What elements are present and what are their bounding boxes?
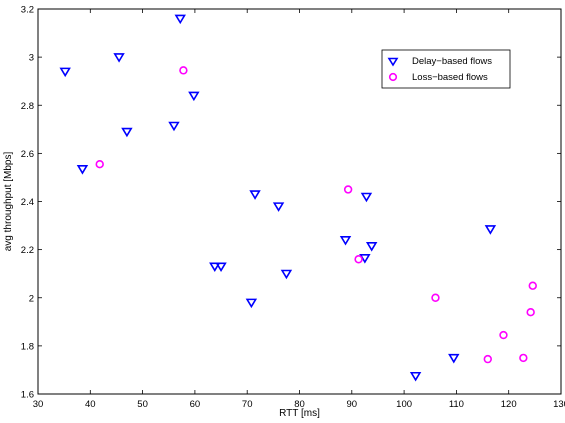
legend-delay-marker [387,57,399,67]
legend-box [381,49,511,89]
x-tick-label: 120 [501,399,517,410]
delay-based-point [76,165,89,175]
legend-loss-label: Loss−based flows [412,72,488,83]
y-tick-label: 3 [29,53,34,64]
delay-based-point [359,254,371,264]
loss-based-point [95,160,104,169]
delay-based-point [174,14,186,25]
delay-based-point [365,242,378,252]
y-tick-label: 1.6 [21,390,34,401]
loss-based-point [179,66,188,75]
loss-based-point [526,307,535,317]
delay-based-point [113,53,125,63]
delay-based-point [121,127,133,138]
loss-based-point [354,255,363,264]
x-axis-label: RTT [ms] [279,408,320,419]
data-points [59,14,537,382]
y-tick-label: 2.4 [21,197,34,208]
loss-based-point [483,354,492,364]
loss-based-point [499,330,508,340]
loss-based-point [343,185,353,194]
delay-based-point [249,190,261,200]
delay-based-point [209,262,221,273]
loss-based-point [519,353,528,363]
y-tick-label: 1.8 [21,341,34,352]
x-tick-label: 60 [190,399,201,410]
axis-ticks [37,8,562,395]
y-tick-label: 2.6 [21,149,34,160]
x-tick-label: 30 [33,399,44,410]
delay-based-point [484,225,497,235]
delay-based-point [168,121,180,132]
legend-delay-label: Delay−based flows [412,56,492,67]
delay-based-point [339,236,352,246]
x-tick-label: 40 [85,399,96,410]
loss-based-point [528,281,537,290]
x-tick-label: 70 [242,399,253,410]
delay-based-point [272,202,285,212]
y-axis-label: avg throughput [Mbps] [3,152,14,252]
y-tick-label: 2.8 [21,101,34,112]
x-tick-label: 80 [294,399,305,410]
x-tick-label: 50 [137,399,148,410]
y-tick-label: 2 [29,293,34,304]
delay-based-point [215,262,227,273]
loss-based-point [431,293,440,302]
delay-based-point [188,91,200,102]
delay-based-point [360,192,373,203]
delay-based-point [409,371,422,382]
delay-based-point [280,269,293,280]
y-tick-label: 3.2 [21,5,34,16]
legend-loss-marker [388,72,398,82]
x-tick-label: 90 [347,399,358,410]
x-tick-label: 100 [396,399,412,410]
delay-based-point [59,67,71,78]
delay-based-point [245,298,258,309]
x-tick-label: 110 [449,399,464,410]
y-tick-label: 2.2 [21,245,34,256]
axis-tick-labels: 30 40 50 60 70 80 90 100 110 120 130 1.6 1.8 2 2.2 2.4 2… [21,5,565,411]
legend: Delay−based flows Loss−based flows [381,49,511,89]
delay-based-point [448,353,460,364]
x-tick-label: 130 [553,399,565,410]
